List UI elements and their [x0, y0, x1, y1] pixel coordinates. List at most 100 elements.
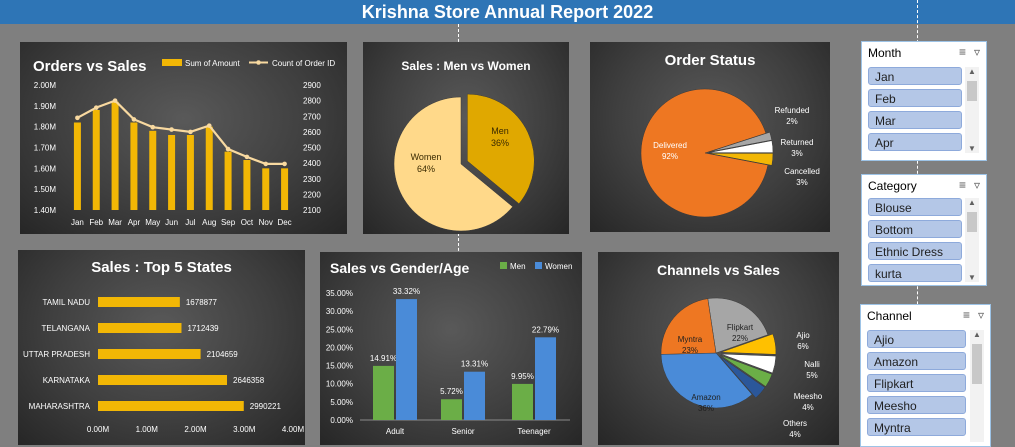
data-label: 3% — [796, 178, 808, 187]
scroll-up-icon[interactable]: ▲ — [968, 198, 976, 207]
bar — [243, 160, 251, 210]
x-tick-label: Aug — [202, 218, 216, 227]
data-label: 13.31% — [461, 360, 488, 369]
y2-tick-label: 2700 — [303, 112, 321, 121]
channel-slicer[interactable]: Channel ≡ ▿ Ajio Amazon Flipkart Meesho M… — [860, 304, 991, 447]
scroll-thumb[interactable] — [972, 344, 982, 384]
slicer-item-bottom[interactable]: Bottom — [868, 220, 962, 238]
category-label: KARNATAKA — [43, 376, 91, 385]
y-tick-label: 30.00% — [326, 307, 353, 316]
slicer-item-myntra[interactable]: Myntra — [867, 418, 966, 436]
line-point — [188, 129, 193, 135]
data-label: Men — [491, 126, 509, 136]
bar — [205, 126, 213, 210]
bar — [98, 297, 180, 307]
category-slicer[interactable]: Category ≡ ▿ Blouse Bottom Ethnic Dress k… — [861, 174, 987, 286]
scroll-up-icon[interactable]: ▲ — [973, 330, 981, 339]
bar — [98, 375, 228, 385]
x-tick-label: Dec — [277, 218, 291, 227]
y2-tick-label: 2600 — [303, 128, 321, 137]
y-tick-label: 10.00% — [326, 380, 353, 389]
y2-tick-label: 2200 — [303, 190, 321, 199]
x-tick-label: May — [145, 218, 160, 227]
data-label: 2646358 — [233, 376, 265, 385]
data-label: Ajio — [796, 331, 810, 340]
slicer-item-jan[interactable]: Jan — [868, 67, 962, 85]
slicer-item-mar[interactable]: Mar — [868, 111, 962, 129]
scroll-up-icon[interactable]: ▲ — [968, 67, 976, 76]
month-slicer[interactable]: Month ≡ ▿ Jan Feb Mar Apr ▲ ▼ — [861, 41, 987, 161]
data-label: Returned — [781, 138, 814, 147]
slicer-item-kurta[interactable]: kurta — [868, 264, 962, 282]
clear-filter-icon[interactable]: ▿ — [973, 178, 980, 192]
slicer-item-feb[interactable]: Feb — [868, 89, 962, 107]
slicer-item-amazon[interactable]: Amazon — [867, 352, 966, 370]
data-label: 14.91% — [370, 354, 397, 363]
data-label: 22.79% — [532, 325, 559, 334]
data-label: Flipkart — [727, 323, 754, 332]
scroll-thumb[interactable] — [967, 81, 977, 101]
scroll-down-icon[interactable]: ▼ — [968, 144, 976, 153]
y-tick-label: 1.60M — [34, 164, 57, 173]
data-label: Cancelled — [784, 167, 820, 176]
slicer-scrollbar[interactable]: ▲ — [970, 330, 984, 442]
y-tick-label: 1.70M — [34, 144, 57, 153]
data-label: 2% — [786, 117, 798, 126]
data-label: 4% — [802, 403, 814, 412]
legend-swatch — [256, 60, 261, 65]
pie-slice-myntra — [660, 298, 717, 355]
chart-title: Sales vs Gender/Age — [330, 260, 470, 276]
y2-tick-label: 2900 — [303, 81, 321, 90]
line-point — [206, 123, 212, 128]
data-label: 3% — [791, 149, 803, 158]
y-tick-label: 2.00M — [34, 81, 57, 90]
data-label: 33.32% — [393, 287, 420, 296]
bar — [281, 168, 289, 210]
bar — [441, 399, 462, 420]
bar — [512, 383, 533, 420]
divider-line — [458, 24, 459, 445]
slicer-item-ethnic-dress[interactable]: Ethnic Dress — [868, 242, 962, 260]
series-line — [76, 99, 285, 166]
y-tick-label: 1.50M — [34, 185, 57, 194]
slicer-item-flipkart[interactable]: Flipkart — [867, 374, 966, 392]
data-label: 2990221 — [250, 402, 282, 411]
data-label: Amazon — [691, 393, 720, 402]
pie-slice-delivered — [640, 88, 769, 218]
legend-label: Sum of Amount — [185, 59, 240, 68]
x-tick-label: 0.00M — [87, 425, 110, 434]
bar — [130, 122, 138, 210]
slicer-item-apr[interactable]: Apr — [868, 133, 962, 151]
data-label: 1712439 — [187, 324, 219, 333]
men-vs-women-chart: Men 36% Women 64% — [393, 93, 535, 232]
multi-select-icon[interactable]: ≡ — [958, 45, 966, 59]
slicer-title: Month — [868, 46, 902, 60]
scroll-down-icon[interactable]: ▼ — [968, 273, 976, 282]
x-tick-label: Senior — [451, 427, 474, 436]
slicer-title: Category — [868, 179, 917, 193]
pie-slice-flipkart — [707, 297, 769, 354]
x-tick-label: Jul — [185, 218, 195, 227]
slicer-scrollbar[interactable]: ▲ ▼ — [965, 67, 979, 153]
x-tick-label: Apr — [128, 218, 141, 227]
x-tick-label: 3.00M — [233, 425, 256, 434]
x-tick-label: Feb — [89, 218, 103, 227]
clear-filter-icon[interactable]: ▿ — [973, 45, 980, 59]
y-tick-label: 15.00% — [326, 362, 353, 371]
multi-select-icon[interactable]: ≡ — [958, 178, 966, 192]
multi-select-icon[interactable]: ≡ — [962, 308, 970, 322]
scroll-thumb[interactable] — [967, 212, 977, 232]
legend-swatch — [535, 262, 542, 269]
slicer-item-blouse[interactable]: Blouse — [868, 198, 962, 216]
clear-filter-icon[interactable]: ▿ — [977, 308, 984, 322]
bar — [262, 168, 270, 210]
y-tick-label: 1.40M — [34, 206, 57, 215]
slicer-scrollbar[interactable]: ▲ ▼ — [965, 198, 979, 282]
chart-title: Sales : Men vs Women — [401, 59, 531, 73]
data-label: Nalli — [804, 360, 820, 369]
data-label: 22% — [732, 334, 748, 343]
slicer-item-meesho[interactable]: Meesho — [867, 396, 966, 414]
bar — [98, 401, 244, 411]
slicer-item-ajio[interactable]: Ajio — [867, 330, 966, 348]
data-label: Women — [411, 152, 442, 162]
